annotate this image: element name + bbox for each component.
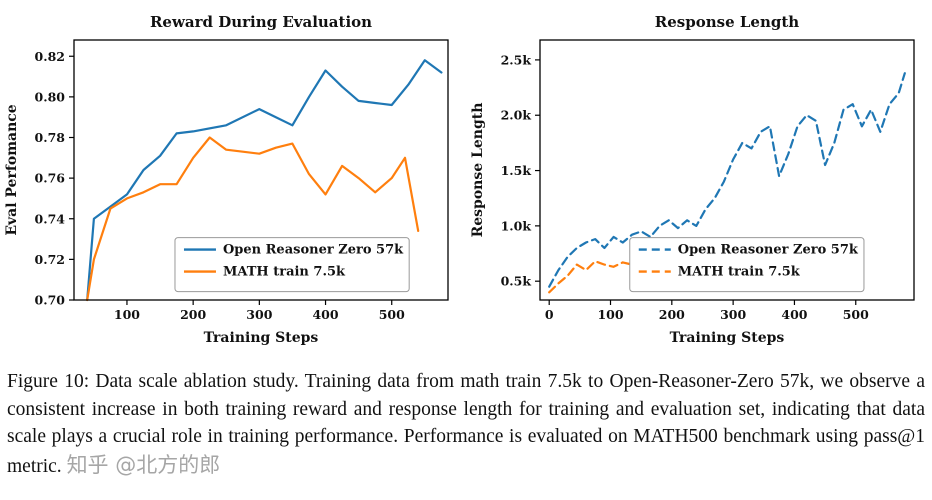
figure-caption: Figure 10: Data scale ablation study. Tr…: [7, 368, 925, 481]
legend-label-1: MATH train 7.5k: [223, 265, 346, 280]
figure-caption-text: Figure 10: Data scale ablation study. Tr…: [7, 371, 925, 478]
x-tick-label: 500: [843, 307, 869, 322]
legend-label-0: Open Reasoner Zero 57k: [223, 243, 404, 258]
y-axis-label: Response Length: [470, 103, 486, 238]
chart-response-length: Response Length 0 100 200 300 400 500 0.5k 1.0k 1…: [466, 6, 932, 358]
plot-frame: [73, 39, 449, 301]
series-line-0: [86, 59, 443, 302]
chart-svg-0: Reward During Evaluation 100 200 300 400 500 0…: [4, 13, 449, 346]
series-line-0: [548, 72, 906, 288]
legend-label-0: Open Reasoner Zero 57k: [678, 243, 859, 258]
legend-box: [629, 237, 865, 293]
y-axis-label: Eval Perfomance: [4, 104, 20, 235]
y-tick-label: 1.5k: [501, 163, 532, 178]
chart-title: Response Length: [655, 13, 799, 31]
y-tick-label: 0.78: [35, 130, 66, 145]
legend-label-1: MATH train 7.5k: [678, 265, 801, 280]
y-tick-label: 0.5k: [501, 274, 532, 289]
plot-frame: [539, 39, 915, 301]
y-tick-label: 0.76: [35, 171, 66, 186]
x-tick-label: 100: [597, 307, 623, 322]
legend-box: [174, 237, 410, 293]
x-tick-label: 400: [312, 307, 338, 322]
y-tick-label: 1.0k: [501, 218, 532, 233]
x-tick-label: 400: [781, 307, 807, 322]
x-tick-label: 300: [246, 307, 272, 322]
x-axis-label: Training Steps: [670, 330, 785, 346]
x-tick-label: 100: [114, 307, 140, 322]
watermark: 知乎 @北方的郎: [66, 453, 221, 478]
y-tick-label: 0.82: [35, 49, 65, 64]
y-tick-label: 0.72: [35, 252, 65, 267]
x-tick-label: 300: [720, 307, 746, 322]
y-tick-label: 0.74: [35, 211, 66, 226]
x-tick-label: 200: [180, 307, 206, 322]
x-tick-label: 0: [545, 307, 554, 322]
x-tick-label: 500: [379, 307, 405, 322]
chart-title: Reward During Evaluation: [150, 13, 372, 31]
chart-reward-during-evaluation: Reward During Evaluation 100 200 300 400 500 0…: [0, 6, 466, 358]
y-tick-label: 2.0k: [501, 108, 532, 123]
x-tick-label: 200: [659, 307, 685, 322]
y-tick-label: 0.80: [35, 89, 66, 104]
chart-svg-1: Response Length 0 100 200 300 400 500 0.5k 1.0k 1…: [470, 13, 915, 346]
y-tick-label: 2.5k: [501, 52, 532, 67]
series-line-1: [86, 136, 420, 302]
x-axis-label: Training Steps: [204, 330, 319, 346]
y-tick-label: 0.70: [35, 293, 66, 308]
charts-row: Reward During Evaluation 100 200 300 400 500 0…: [0, 6, 932, 358]
